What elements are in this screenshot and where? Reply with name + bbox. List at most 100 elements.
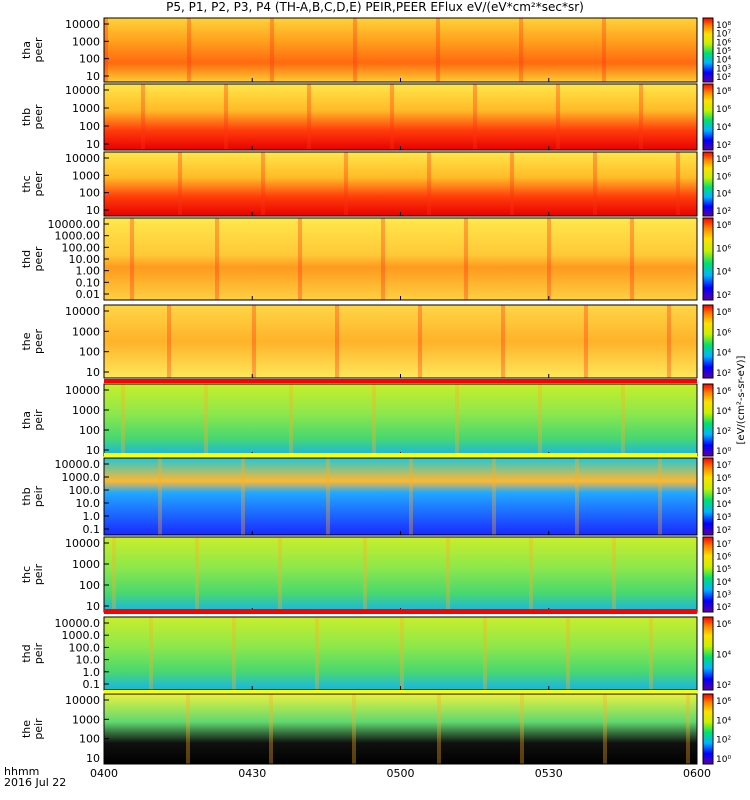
colorbar-tick-label: 10³ [716,64,731,74]
y-tick-label: 10000 [65,84,100,97]
colorbar-tick-label: 10⁰ [716,447,731,457]
colorbar-tick-label: 10⁸ [716,308,731,318]
burst-streak [363,537,367,612]
burst-streak [315,617,319,690]
y-tick-label: 1000 [72,325,100,338]
burst-streak [658,458,662,535]
spectrogram-thd-peer [104,218,697,300]
colorbar-tick-label: 10² [716,369,731,379]
y-axis-label: thapeir [20,409,45,431]
burst-streak [158,458,162,535]
burst-streak [575,458,579,535]
colorbar-tick-label: 10⁶ [716,328,731,338]
spectrogram-the-peir [104,694,697,764]
y-tick-label: 1000 [72,35,100,48]
spectrogram-the-peer [104,305,697,378]
burst-streak [436,18,440,82]
y-axis-label: thbpeir [20,485,45,507]
y-axis-label: thdpeir [20,642,45,664]
colorbar-tick-label: 10⁶ [716,105,731,115]
burst-streak [270,18,274,82]
y-tick-label: 10.00 [69,253,101,266]
y-tick-label: 1000 [72,102,100,115]
y-tick-label: 10.0 [76,654,101,667]
burst-streak [141,84,145,150]
colorbar-thc-peir [702,536,714,613]
y-tick-label: 0.1 [83,678,101,691]
y-tick-label: 1000.0 [62,471,101,484]
quality-flag-bar [104,453,697,457]
colorbar-tick-label: 10² [716,291,731,301]
panel-the-peir: 10000 1000 100 10 thepeir 10⁶ 10⁴ 10² 10⁰ [20,693,731,765]
colorbar-tick-label: 10⁸ [716,155,731,165]
burst-streak [195,537,199,612]
colorbar-tick-label: 10⁴ [716,716,731,726]
colorbar-tick-label: 10² [716,736,731,746]
y-tick-label: 10 [86,138,100,151]
y-tick-label: 10000.0 [55,617,101,630]
panel-tha-peir: 10000 1000 100 10 thapeir 10⁶ 10⁴ 10² 10⁰ [20,383,731,457]
burst-streak [335,305,339,378]
burst-streak [621,384,625,456]
panel-tha-peer: 10000 1000 100 10 thapeer 10⁸10⁷10⁶10⁵10⁴10³1… [20,17,731,83]
colorbar-tick-label: 10⁸ [716,21,731,31]
y-tick-label: 10000.0 [55,458,101,471]
colorbar-tick-label: 10⁶ [716,620,731,630]
y-tick-label: 10000 [65,384,100,397]
colorbar-tick-label: 10⁴ [716,268,731,278]
burst-streak [353,18,357,82]
y-tick-label: 1000 [72,404,100,417]
burst-streak [630,218,634,300]
y-tick-label: 1.00 [76,265,101,278]
colorbar-thd-peir [702,616,714,691]
colorbar-thd-peer [702,217,714,301]
burst-streak [381,218,385,300]
burst-streak [232,617,236,690]
burst-streak [473,84,477,150]
y-tick-label: 10 [86,204,100,217]
burst-streak [121,384,125,456]
spectrogram-thc-peer [104,152,697,216]
burst-streak [178,152,182,216]
panel-thc-peer: 10000 1000 100 10 thcpeer 10⁸ 10⁶ 10⁴ 10² [20,151,731,217]
burst-streak [547,218,551,300]
colorbar-tick-label: 10⁴ [716,349,731,359]
colorbar-tick-label: 10⁶ [716,697,731,707]
colorbar-tick-label: 10⁸ [716,87,731,97]
colorbar-tick-label: 10⁶ [716,553,731,563]
burst-streak [409,458,413,535]
burst-streak [289,384,293,456]
burst-streak [298,218,302,300]
x-tick-label: 0400 [90,767,118,780]
date-label: 2016 Jul 22 [4,776,67,789]
burst-streak [520,694,524,764]
burst-streak [261,152,265,216]
spectrogram-tha-peer [104,18,697,82]
colorbar-the-peir [702,693,714,765]
colorbar-thc-peer [702,151,714,217]
burst-streak [556,84,560,150]
colorbar-tick-label: 10² [716,141,731,151]
colorbar-tick-label: 10⁷ [716,461,731,471]
burst-streak [352,694,356,764]
colorbar-tick-label: 10⁴ [716,578,731,588]
quality-flag-bar [104,690,697,693]
burst-streak [326,458,330,535]
burst-streak [603,694,607,764]
burst-streak [602,18,606,82]
burst-streak [252,305,256,378]
colorbar-tick-label: 10² [716,603,731,613]
panel-thb-peer: 10000 1000 100 10 thbpeer 10⁸ 10⁶ 10⁴ 10² [20,83,731,151]
colorbar-tick-label: 10⁵ [716,47,731,57]
burst-streak [390,84,394,150]
burst-streak [538,384,542,456]
y-tick-label: 10000 [65,18,100,31]
colorbar-tick-label: 10⁴ [716,190,731,200]
y-tick-label: 100 [79,120,100,133]
y-tick-label: 1000 [72,558,100,571]
burst-streak [186,694,190,764]
burst-streak [649,617,653,690]
colorbar-tick-label: 10² [716,526,731,536]
quality-flag-bar [104,379,697,383]
